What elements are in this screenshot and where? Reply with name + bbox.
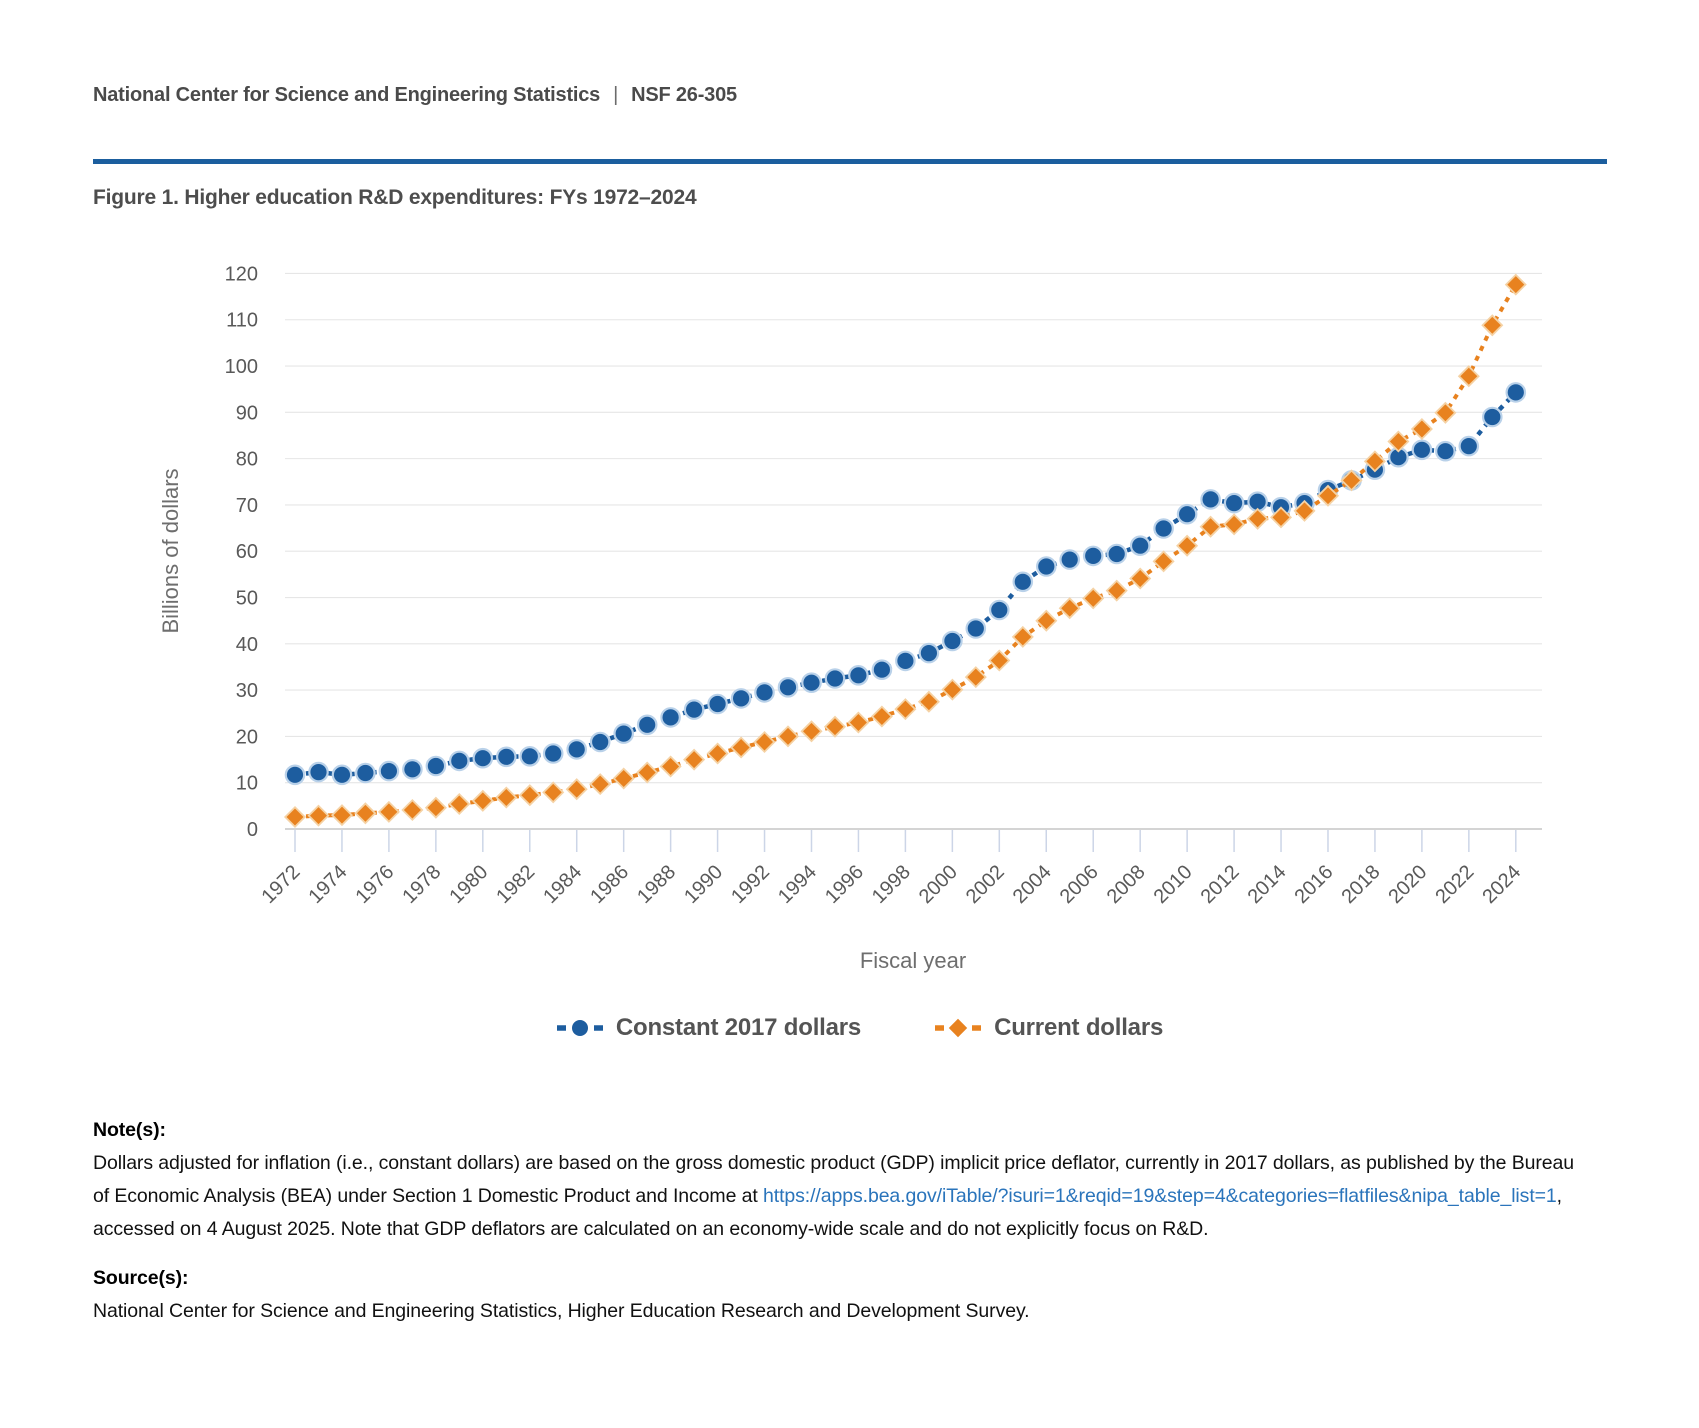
report-header: National Center for Science and Engineer… xyxy=(93,84,737,107)
svg-text:30: 30 xyxy=(236,680,258,702)
chart-svg: 0 10 20 30 40 50 60 70 80 90 100 110 120 1972 1974 1976… xyxy=(158,263,1542,973)
svg-text:1986: 1986 xyxy=(586,861,633,908)
svg-text:1976: 1976 xyxy=(351,861,398,908)
legend-label-current: Current dollars xyxy=(994,1014,1164,1041)
chart-figure: 0 10 20 30 40 50 60 70 80 90 100 110 120 1972 1974 1976… xyxy=(158,263,1542,973)
notes-text-before-link: Dollars adjusted for inflation (i.e., co… xyxy=(93,1152,1575,1207)
svg-text:2016: 2016 xyxy=(1291,861,1338,908)
report-number: NSF 26-305 xyxy=(631,84,737,106)
svg-text:2014: 2014 xyxy=(1244,861,1291,908)
svg-text:2024: 2024 xyxy=(1478,861,1525,908)
legend-item-current-dollars: Current dollars xyxy=(935,1014,1163,1042)
svg-text:1988: 1988 xyxy=(633,861,680,908)
svg-text:2012: 2012 xyxy=(1197,861,1244,908)
svg-text:1980: 1980 xyxy=(445,861,492,908)
svg-text:2002: 2002 xyxy=(962,861,1009,908)
constant-series-legend-marker-icon xyxy=(556,1020,603,1036)
series-current-dollars xyxy=(283,273,1527,829)
svg-text:1978: 1978 xyxy=(398,861,445,908)
x-axis-title: Fiscal year xyxy=(860,948,966,973)
svg-text:0: 0 xyxy=(247,819,258,841)
svg-text:1982: 1982 xyxy=(492,861,539,908)
chart-legend: Constant 2017 dollars Current dollars xyxy=(0,1014,1699,1042)
svg-text:1974: 1974 xyxy=(304,861,351,908)
y-axis-labels: 0 10 20 30 40 50 60 70 80 90 100 110 120 xyxy=(225,263,258,841)
svg-text:2000: 2000 xyxy=(915,861,962,908)
notes-section: Note(s): Dollars adjusted for inflation … xyxy=(93,1114,1589,1246)
svg-text:100: 100 xyxy=(225,356,258,378)
svg-text:1972: 1972 xyxy=(258,861,305,908)
notes-text: Dollars adjusted for inflation (i.e., co… xyxy=(93,1147,1589,1246)
series-constant-2017-dollars xyxy=(284,382,1527,786)
svg-text:20: 20 xyxy=(236,726,258,748)
legend-label-constant: Constant 2017 dollars xyxy=(615,1014,862,1041)
svg-text:2022: 2022 xyxy=(1431,861,1478,908)
svg-text:1992: 1992 xyxy=(727,861,774,908)
legend-item-constant-2017-dollars: Constant 2017 dollars xyxy=(556,1014,862,1042)
svg-text:50: 50 xyxy=(236,588,258,610)
svg-text:1996: 1996 xyxy=(821,861,868,908)
figure-title: Figure 1. Higher education R&D expenditu… xyxy=(93,186,697,209)
svg-text:2020: 2020 xyxy=(1384,861,1431,908)
svg-text:110: 110 xyxy=(226,310,258,332)
notes-heading: Note(s): xyxy=(93,1119,166,1141)
svg-text:2018: 2018 xyxy=(1337,861,1384,908)
svg-text:1994: 1994 xyxy=(774,861,821,908)
source-section: Source(s): National Center for Science a… xyxy=(93,1262,1589,1328)
source-heading: Source(s): xyxy=(93,1267,189,1289)
notes-text-after-link: , accessed on 4 August 2025. Note that G… xyxy=(93,1185,1562,1240)
svg-text:1984: 1984 xyxy=(539,861,586,908)
svg-text:120: 120 xyxy=(225,263,258,285)
source-text: National Center for Science and Engineer… xyxy=(93,1300,1030,1322)
header-separator: | xyxy=(613,84,619,106)
svg-text:2006: 2006 xyxy=(1056,861,1103,908)
svg-text:10: 10 xyxy=(236,773,258,795)
svg-text:60: 60 xyxy=(236,541,258,563)
svg-text:1998: 1998 xyxy=(868,861,915,908)
bea-link[interactable]: https://apps.bea.gov/iTable/?isuri=1&req… xyxy=(763,1185,1557,1207)
svg-text:40: 40 xyxy=(236,634,258,656)
x-axis-ticks xyxy=(294,830,1517,852)
svg-text:2008: 2008 xyxy=(1103,861,1150,908)
org-name: National Center for Science and Engineer… xyxy=(93,84,601,106)
svg-text:70: 70 xyxy=(236,495,258,517)
svg-text:90: 90 xyxy=(236,402,258,424)
svg-text:1990: 1990 xyxy=(680,861,727,908)
current-series-legend-marker-icon xyxy=(935,1018,982,1038)
svg-text:2010: 2010 xyxy=(1150,861,1197,908)
svg-text:2004: 2004 xyxy=(1009,861,1056,908)
y-axis-title: Billions of dollars xyxy=(158,468,183,633)
gridlines xyxy=(285,272,1542,830)
header-rule-divider xyxy=(93,159,1607,164)
x-axis-labels: 1972 1974 1976 1978 1980 1982 1984 1986 1988 1990… xyxy=(258,861,1526,908)
svg-text:80: 80 xyxy=(236,449,258,471)
